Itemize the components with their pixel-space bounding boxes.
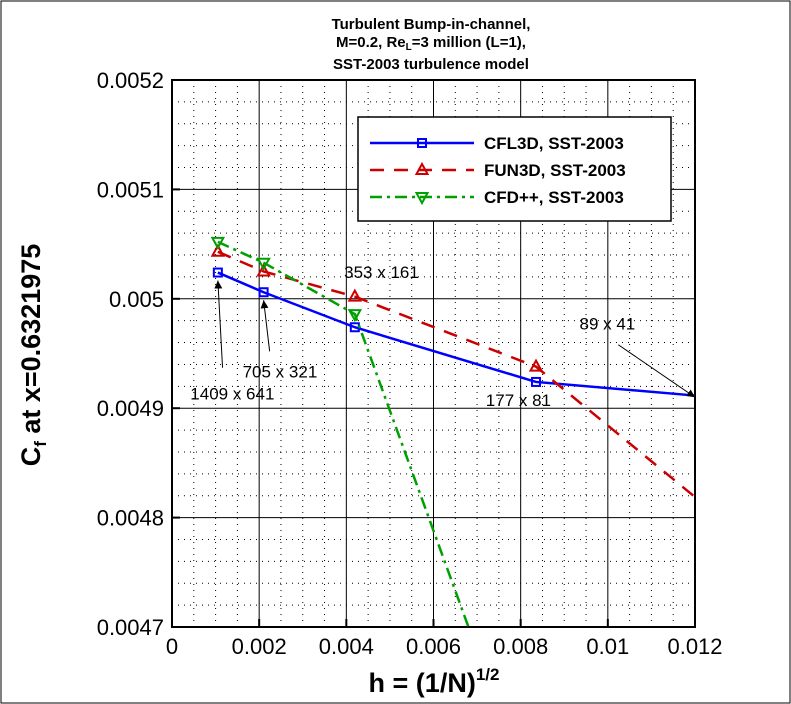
x-axis-label: h = (1/N)1/2 xyxy=(369,665,500,698)
series-line-0 xyxy=(217,271,696,397)
x-tick-label: 0.002 xyxy=(232,634,287,659)
x-tick-label: 0.004 xyxy=(319,634,374,659)
x-tick-label: 0.008 xyxy=(493,634,548,659)
plot-area-border xyxy=(171,79,696,628)
series-group xyxy=(210,236,696,628)
series-line-1 xyxy=(217,250,696,498)
data-point-2 xyxy=(347,309,363,323)
data-point-1 xyxy=(210,243,226,257)
legend-label: FUN3D, SST-2003 xyxy=(484,161,626,180)
y-tick-label: 0.0049 xyxy=(97,396,164,421)
legend-marker-0 xyxy=(417,138,427,148)
legend-label: CFL3D, SST-2003 xyxy=(484,134,624,153)
grid-size-annotation: 177 x 81 xyxy=(486,391,551,410)
x-tick-label: 0.006 xyxy=(406,634,461,659)
legend-label: CFD++, SST-2003 xyxy=(484,188,624,207)
annotation-arrow xyxy=(260,300,271,352)
data-point-0 xyxy=(258,287,269,298)
data-point-1 xyxy=(347,288,363,302)
data-point-1 xyxy=(256,263,271,277)
y-tick-label: 0.0051 xyxy=(97,177,164,202)
chart-title-line2: M=0.2, ReL=3 million (L=1), xyxy=(336,34,526,53)
legend-box xyxy=(357,116,672,222)
chart-title-line3: SST-2003 turbulence model xyxy=(333,56,529,73)
data-point-2 xyxy=(210,236,226,250)
data-point-0 xyxy=(212,267,223,278)
y-axis-label: Cf at x=0.6321975 xyxy=(16,244,50,467)
legend-marker-1 xyxy=(414,161,430,175)
series-line-2 xyxy=(217,240,470,628)
legend-marker-2 xyxy=(414,192,430,206)
data-point-2 xyxy=(256,257,271,271)
data-point-1 xyxy=(528,358,544,372)
y-tick-label: 0.005 xyxy=(109,287,164,312)
y-tick-label: 0.0048 xyxy=(97,506,164,531)
x-tick-label: 0.01 xyxy=(586,634,629,659)
grid-size-annotation: 705 x 321 xyxy=(243,363,318,382)
grid-size-annotation: 353 x 161 xyxy=(344,263,419,282)
annotation-arrow xyxy=(618,344,696,398)
grid-size-annotation: 89 x 41 xyxy=(580,314,636,333)
grid-size-annotation: 1409 x 641 xyxy=(190,384,274,403)
y-tick-label: 0.0052 xyxy=(97,68,164,93)
data-point-0 xyxy=(531,376,542,387)
x-tick-label: 0 xyxy=(166,634,178,659)
x-tick-label: 0.012 xyxy=(667,634,722,659)
chart-title-line1: Turbulent Bump-in-channel, xyxy=(332,16,531,33)
y-tick-label: 0.0047 xyxy=(97,615,164,640)
annotation-arrow xyxy=(214,280,224,368)
